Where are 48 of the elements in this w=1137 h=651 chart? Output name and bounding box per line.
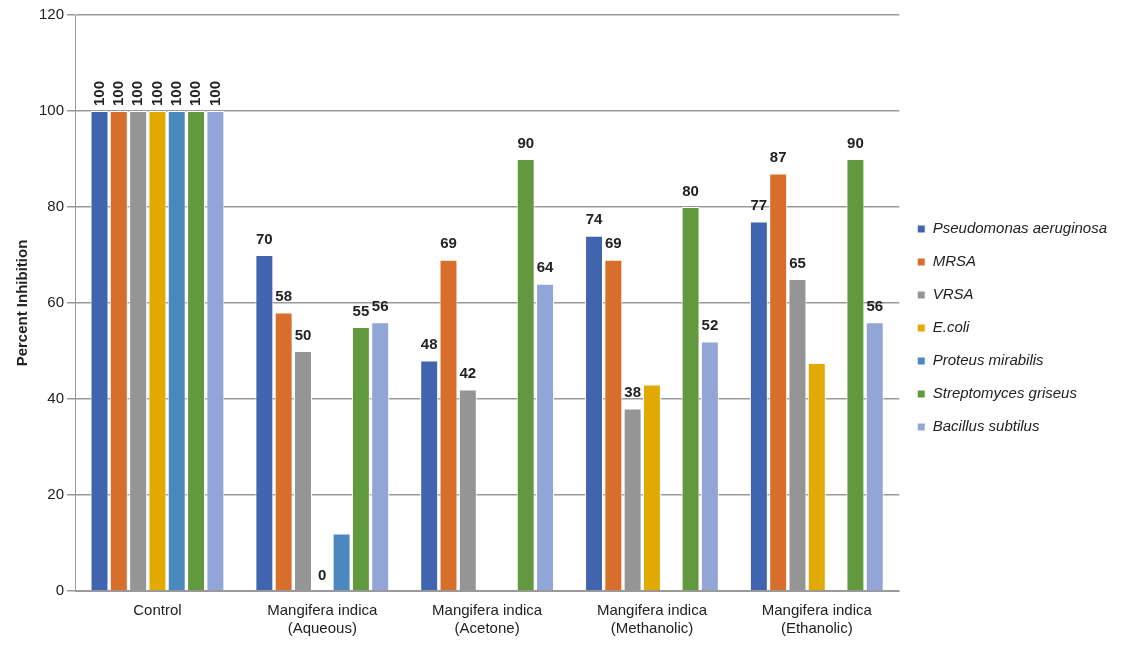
data-label: 100 xyxy=(128,80,146,106)
data-label: 100 xyxy=(186,80,204,106)
legend-label: Streptomyces griseus xyxy=(932,384,1078,402)
data-label: 50 xyxy=(294,325,312,343)
data-label: 58 xyxy=(275,287,293,305)
y-tick-label: 120 xyxy=(39,5,65,23)
y-tick-label: 40 xyxy=(47,389,65,407)
x-tick-label: Control xyxy=(133,601,182,619)
data-label: 100 xyxy=(89,80,107,106)
x-tick-label: Mangifera indica (Aqueous) xyxy=(267,601,378,637)
data-label: 55 xyxy=(352,301,370,319)
legend-label: VRSA xyxy=(932,285,974,303)
y-tick-label: 100 xyxy=(39,101,65,119)
legend-label: Proteus mirabilis xyxy=(932,351,1045,369)
legend-label: Pseudomonas aeruginosa xyxy=(932,219,1108,237)
data-label: 100 xyxy=(166,80,184,106)
x-tick-label: Mangifera indica (Methanolic) xyxy=(596,601,708,637)
data-label: 77 xyxy=(750,196,768,214)
data-label: 65 xyxy=(789,253,806,271)
data-label: 69 xyxy=(604,234,622,252)
data-label: 56 xyxy=(866,296,884,314)
y-tick-label: 0 xyxy=(55,581,65,599)
data-label: 80 xyxy=(682,181,699,199)
data-label: 90 xyxy=(847,133,864,151)
x-tick-label: Mangifera indica (Ethanolic) xyxy=(761,601,873,637)
y-tick-label: 60 xyxy=(47,293,65,311)
data-label: 74 xyxy=(585,210,604,228)
data-label: 70 xyxy=(256,229,273,247)
data-label: 0 xyxy=(318,565,327,583)
data-label: 100 xyxy=(147,80,165,106)
x-tick-label: Mangifera indica (Acetone) xyxy=(432,601,543,637)
legend-label: E.coli xyxy=(932,318,971,336)
y-tick-label: 20 xyxy=(47,485,65,503)
data-label: 87 xyxy=(769,148,787,166)
data-label: 69 xyxy=(440,234,457,252)
y-axis-title: Percent Inhibition xyxy=(13,239,31,367)
data-label: 100 xyxy=(108,80,126,106)
data-label: 64 xyxy=(536,258,555,276)
legend-label: MRSA xyxy=(932,252,977,270)
data-label: 48 xyxy=(420,335,438,353)
data-label: 56 xyxy=(371,296,389,314)
data-label: 100 xyxy=(205,80,223,106)
y-tick-label: 80 xyxy=(47,197,65,215)
data-label: 38 xyxy=(624,383,641,401)
legend-label: Bacillus subtilus xyxy=(932,417,1040,435)
data-label: 42 xyxy=(459,364,477,382)
data-label: 52 xyxy=(701,316,719,334)
data-label: 90 xyxy=(517,133,535,151)
